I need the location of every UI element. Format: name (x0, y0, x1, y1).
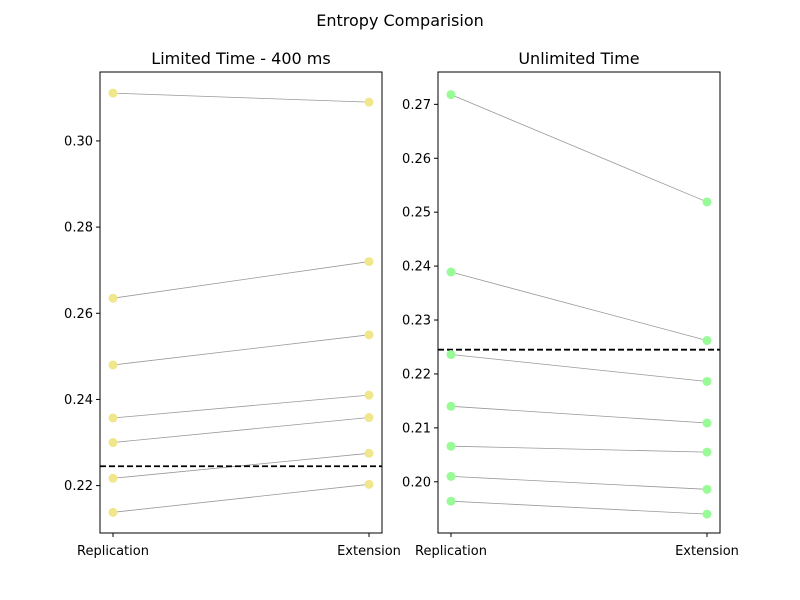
panel-unlimited-time: Unlimited Time 0.20 0.21 0.22 0.23 0.24 0.25 0… (402, 49, 739, 559)
panel-limited-time: Limited Time - 400 ms 0.22 0.24 0.26 0.28 0.… (64, 49, 401, 559)
unlimited-y-tick-label: 0.25 (402, 206, 431, 221)
limited-pair-line-7 (112, 483, 370, 513)
unlimited-pair-line-6 (450, 475, 708, 490)
limited-point-extension-2 (364, 257, 374, 267)
limited-y-tick-label: 0.30 (64, 134, 93, 149)
limited-y-tick-label: 0.22 (64, 479, 93, 494)
panel-title-unlimited-time: Unlimited Time (518, 49, 639, 68)
limited-y-tick-label: 0.26 (64, 307, 93, 322)
unlimited-pair-line-1 (450, 94, 708, 203)
unlimited-point-extension-7 (702, 509, 712, 519)
unlimited-y-tick-label: 0.21 (402, 421, 431, 436)
unlimited-point-replication-4 (446, 401, 456, 411)
limited-pair-line-6 (112, 452, 370, 479)
unlimited-y-tick-label: 0.20 (402, 475, 431, 490)
unlimited-point-extension-3 (702, 376, 712, 386)
limited-point-replication-4 (108, 413, 118, 423)
unlimited-pair-line-5 (450, 445, 708, 453)
figure-title: Entropy Comparision (316, 11, 484, 30)
limited-x-tick-label-extension: Extension (337, 544, 401, 559)
unlimited-y-tick-label: 0.23 (402, 314, 431, 329)
limited-x-tick-label-replication: Replication (77, 544, 149, 559)
limited-point-replication-1 (108, 88, 118, 98)
limited-y-tick-label: 0.24 (64, 393, 93, 408)
panel-title-limited-time: Limited Time - 400 ms (151, 49, 330, 68)
unlimited-point-replication-5 (446, 441, 456, 451)
unlimited-x-tick-label-replication: Replication (415, 544, 487, 559)
limited-point-extension-1 (364, 97, 374, 107)
unlimited-point-replication-7 (446, 496, 456, 506)
limited-point-extension-6 (364, 448, 374, 458)
limited-pair-line-1 (112, 92, 370, 103)
unlimited-point-replication-6 (446, 471, 456, 481)
limited-axes-frame (99, 71, 383, 534)
limited-point-replication-5 (108, 438, 118, 448)
limited-pair-line-5 (112, 417, 370, 443)
unlimited-point-extension-6 (702, 484, 712, 494)
unlimited-pair-line-2 (450, 271, 708, 341)
limited-point-replication-3 (108, 360, 118, 370)
unlimited-pair-line-3 (450, 354, 708, 382)
limited-point-replication-6 (108, 473, 118, 483)
unlimited-point-extension-5 (702, 447, 712, 457)
unlimited-y-tick-label: 0.26 (402, 152, 431, 167)
limited-point-extension-3 (364, 330, 374, 340)
unlimited-point-replication-1 (446, 90, 456, 100)
unlimited-y-tick-label: 0.24 (402, 260, 431, 275)
unlimited-point-replication-3 (446, 350, 456, 360)
limited-point-extension-4 (364, 390, 374, 400)
limited-point-replication-7 (108, 507, 118, 517)
unlimited-pair-line-7 (450, 500, 708, 515)
unlimited-pair-line-4 (450, 405, 708, 424)
limited-point-extension-7 (364, 479, 374, 489)
unlimited-point-extension-1 (702, 197, 712, 207)
limited-pair-line-4 (112, 394, 370, 419)
unlimited-axes-frame (437, 71, 721, 534)
unlimited-point-replication-2 (446, 267, 456, 277)
limited-pair-line-3 (112, 334, 370, 366)
limited-point-extension-5 (364, 413, 374, 423)
limited-pair-line-2 (112, 261, 370, 299)
unlimited-x-tick-label-extension: Extension (675, 544, 739, 559)
unlimited-y-tick-label: 0.27 (402, 98, 431, 113)
limited-point-replication-2 (108, 293, 118, 303)
unlimited-point-extension-4 (702, 418, 712, 428)
unlimited-point-extension-2 (702, 336, 712, 346)
unlimited-y-tick-label: 0.22 (402, 367, 431, 382)
limited-y-tick-label: 0.28 (64, 221, 93, 236)
